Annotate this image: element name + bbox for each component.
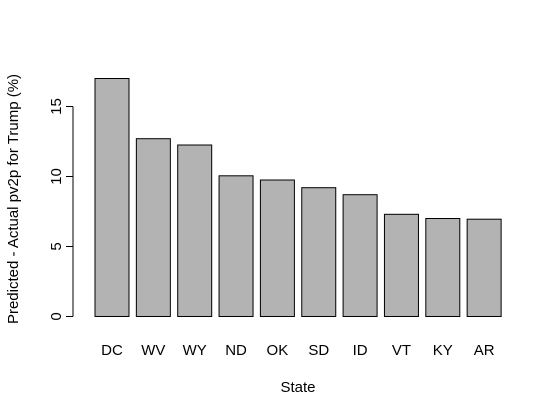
x-tick-label-wv: WV — [141, 342, 165, 359]
x-tick-label-ar: AR — [474, 342, 495, 359]
x-tick-label-dc: DC — [101, 342, 123, 359]
bar-wv — [135, 138, 171, 317]
bar-vt — [383, 213, 419, 317]
bar-dc — [94, 78, 130, 317]
x-tick-label-vt: VT — [392, 342, 411, 359]
bars-group — [94, 78, 502, 317]
bar-ar — [466, 218, 502, 317]
x-tick-label-sd: SD — [308, 342, 329, 359]
x-tick-label-nd: ND — [225, 342, 247, 359]
y-tick-label-5: 5 — [48, 242, 65, 250]
y-tick-label-15: 15 — [48, 98, 65, 115]
x-tick-label-wy: WY — [183, 342, 207, 359]
bar-id — [342, 194, 378, 317]
bar-nd — [218, 175, 254, 317]
bar-wy — [177, 144, 213, 317]
x-tick-label-id: ID — [353, 342, 368, 359]
x-tick-label-ky: KY — [433, 342, 453, 359]
bar-ok — [259, 179, 295, 317]
x-axis-label: State — [280, 379, 315, 396]
y-tick-label-0: 0 — [48, 312, 65, 320]
y-axis-label: Predicted - Actual pv2p for Trump (%) — [5, 74, 22, 324]
x-tick-label-ok: OK — [267, 342, 289, 359]
y-tick-label-10: 10 — [48, 168, 65, 185]
x-tick-labels: DC WV WY ND OK SD ID VT KY AR — [101, 342, 495, 359]
bar-ky — [425, 218, 461, 317]
bar-sd — [301, 187, 337, 317]
y-axis: 0 5 10 15 — [48, 98, 74, 321]
